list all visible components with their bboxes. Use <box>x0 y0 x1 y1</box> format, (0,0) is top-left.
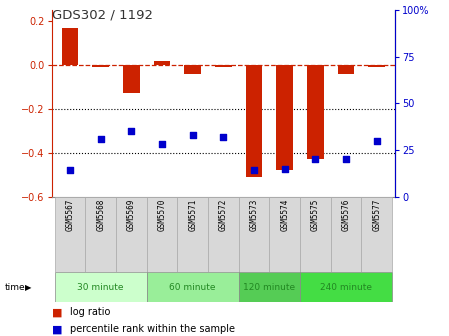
Bar <box>300 197 331 272</box>
Bar <box>154 60 171 65</box>
Bar <box>300 272 392 302</box>
Bar <box>62 28 79 65</box>
Point <box>343 157 350 162</box>
Bar <box>55 197 85 272</box>
Text: 30 minute: 30 minute <box>78 283 124 292</box>
Bar <box>331 197 361 272</box>
Bar <box>269 197 300 272</box>
Text: GSM5576: GSM5576 <box>342 199 351 231</box>
Text: GSM5567: GSM5567 <box>66 199 75 231</box>
Text: GSM5574: GSM5574 <box>280 199 289 231</box>
Bar <box>85 197 116 272</box>
Bar <box>177 197 208 272</box>
Bar <box>147 272 239 302</box>
Text: 120 minute: 120 minute <box>243 283 295 292</box>
Bar <box>276 65 293 170</box>
Text: time: time <box>4 283 25 292</box>
Bar <box>246 65 263 177</box>
Text: log ratio: log ratio <box>70 307 110 318</box>
Point <box>312 157 319 162</box>
Text: GDS302 / 1192: GDS302 / 1192 <box>52 8 153 22</box>
Point <box>97 136 104 141</box>
Text: GSM5572: GSM5572 <box>219 199 228 231</box>
Text: 240 minute: 240 minute <box>320 283 372 292</box>
Bar <box>147 197 177 272</box>
Point <box>220 134 227 139</box>
Bar <box>361 197 392 272</box>
Bar <box>208 197 239 272</box>
Point <box>66 168 74 173</box>
Point <box>158 142 166 147</box>
Point <box>251 168 258 173</box>
Bar <box>92 65 109 67</box>
Bar <box>239 272 300 302</box>
Bar <box>215 65 232 67</box>
Bar <box>307 65 324 159</box>
Bar <box>184 65 201 74</box>
Point <box>189 132 196 138</box>
Bar <box>338 65 354 74</box>
Text: ▶: ▶ <box>25 283 31 292</box>
Bar <box>239 197 269 272</box>
Point <box>281 166 288 171</box>
Text: GSM5570: GSM5570 <box>158 199 167 231</box>
Text: percentile rank within the sample: percentile rank within the sample <box>70 324 234 334</box>
Point <box>128 129 135 134</box>
Bar <box>116 197 147 272</box>
Text: GSM5575: GSM5575 <box>311 199 320 231</box>
Text: 60 minute: 60 minute <box>169 283 216 292</box>
Text: GSM5569: GSM5569 <box>127 199 136 231</box>
Text: ■: ■ <box>52 324 62 334</box>
Text: GSM5577: GSM5577 <box>372 199 381 231</box>
Point <box>373 138 380 143</box>
Text: ■: ■ <box>52 307 62 318</box>
Text: GSM5571: GSM5571 <box>188 199 197 231</box>
Bar <box>55 272 147 302</box>
Text: GSM5568: GSM5568 <box>96 199 105 231</box>
Bar <box>123 65 140 93</box>
Bar <box>368 65 385 67</box>
Text: GSM5573: GSM5573 <box>250 199 259 231</box>
